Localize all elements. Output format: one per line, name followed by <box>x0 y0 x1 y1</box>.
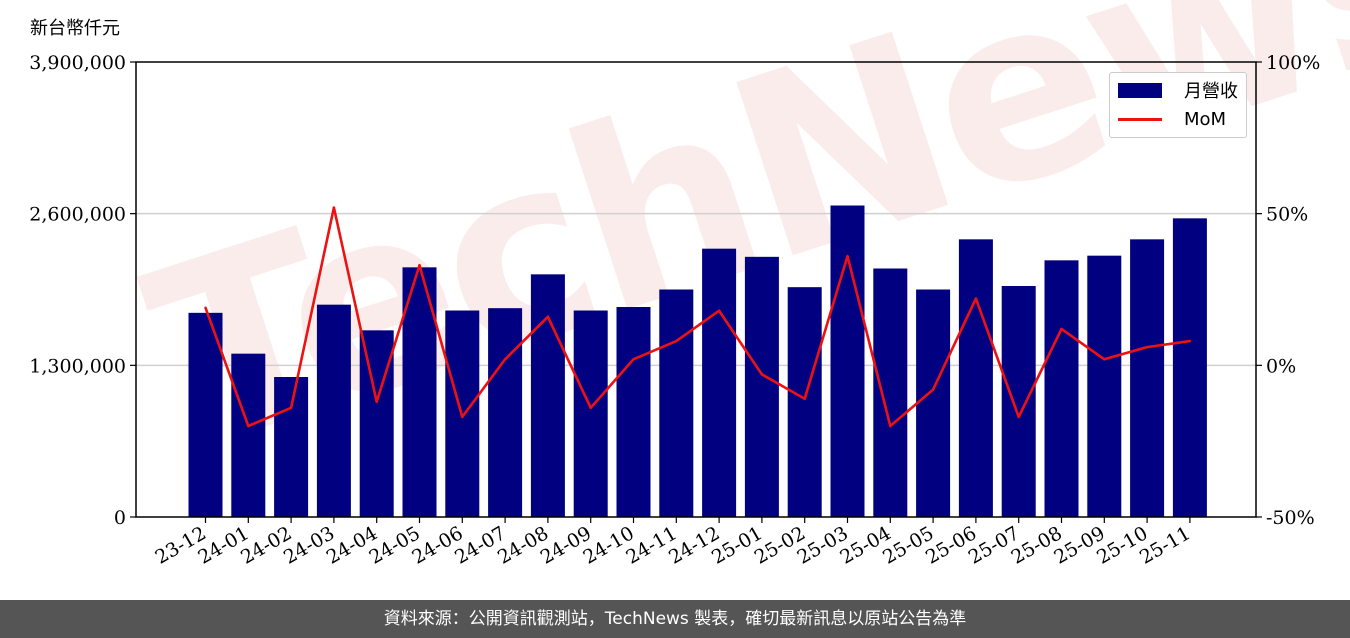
bar-25-05 <box>916 289 951 517</box>
mom-point-24-03 <box>332 206 336 209</box>
bar-24-02 <box>274 377 309 517</box>
bar-25-10 <box>1130 239 1165 518</box>
bar-23-12 <box>188 312 223 517</box>
mom-point-25-08 <box>1060 327 1063 331</box>
bar-25-01 <box>744 256 779 517</box>
y-tick-label: 3,900,000 <box>29 52 126 74</box>
mom-point-24-01 <box>247 424 250 428</box>
y-axis-unit-label: 新台幣仟元 <box>30 18 120 39</box>
mom-point-25-10 <box>1145 345 1149 349</box>
y2-tick-label: -50% <box>1266 507 1315 529</box>
mom-point-25-11 <box>1188 339 1192 343</box>
mom-point-24-08 <box>546 315 550 318</box>
bar-25-02 <box>787 287 822 517</box>
y2-tick-label: 100% <box>1266 52 1320 74</box>
mom-point-23-12 <box>204 306 207 309</box>
x-tick-label: 25-11 <box>1136 522 1194 568</box>
mom-point-25-02 <box>803 397 806 400</box>
bar-24-04 <box>359 330 394 517</box>
y-tick-label: 0 <box>114 507 126 529</box>
mom-point-25-05 <box>931 388 935 391</box>
chart: 0 1,300,000 2,600,000 3,900,000 -50% 0% 50% 100… <box>29 52 1320 569</box>
legend-item-revenue: 月營收 <box>1118 78 1238 102</box>
bar-25-11 <box>1172 218 1207 518</box>
bar-24-08 <box>530 274 565 517</box>
mom-point-24-11 <box>675 339 678 343</box>
mom-point-24-05 <box>418 264 421 267</box>
bar-24-07 <box>488 308 523 517</box>
y2-tick-label: 0% <box>1266 355 1296 377</box>
legend: 月營收 MoM <box>1109 72 1247 138</box>
mom-point-24-02 <box>289 406 293 409</box>
source-footer: 資料來源：公開資訊觀測站，TechNews 製表，確切最新訊息以原站公告為準 <box>0 600 1350 638</box>
bar-25-09 <box>1087 255 1122 517</box>
bar-24-12 <box>702 248 737 517</box>
mom-point-25-03 <box>846 254 849 258</box>
mom-point-25-01 <box>760 373 764 376</box>
bar-24-10 <box>616 307 651 517</box>
mom-point-25-07 <box>1017 415 1020 419</box>
mom-point-24-10 <box>632 358 635 361</box>
plot-frame <box>135 61 1257 518</box>
bar-24-01 <box>231 353 266 517</box>
bar-25-03 <box>830 205 865 517</box>
legend-label-revenue: 月營收 <box>1184 81 1238 102</box>
legend-swatch-line <box>1118 117 1162 121</box>
mom-point-24-12 <box>717 309 721 312</box>
legend-label-mom: MoM <box>1184 108 1227 130</box>
mom-point-25-06 <box>974 297 978 300</box>
mom-point-24-09 <box>589 406 592 409</box>
mom-line <box>204 206 1191 428</box>
y2-tick-label: 50% <box>1266 204 1308 226</box>
legend-swatch-bar <box>1118 82 1162 98</box>
legend-item-mom: MoM <box>1118 107 1226 131</box>
y-tick-label: 1,300,000 <box>29 355 126 377</box>
mom-point-24-06 <box>461 415 464 419</box>
bar-25-07 <box>1001 286 1036 517</box>
bar-25-04 <box>873 268 908 517</box>
mom-point-24-04 <box>375 400 378 403</box>
bar-25-08 <box>1044 260 1079 517</box>
bar-24-09 <box>573 310 608 517</box>
mom-point-24-07 <box>503 358 507 361</box>
bar-24-11 <box>659 289 694 517</box>
bar-24-03 <box>316 304 351 517</box>
mom-point-25-09 <box>1103 358 1106 361</box>
bar-25-06 <box>958 239 993 518</box>
mom-point-25-04 <box>889 424 892 428</box>
y-tick-label: 2,600,000 <box>29 204 126 226</box>
